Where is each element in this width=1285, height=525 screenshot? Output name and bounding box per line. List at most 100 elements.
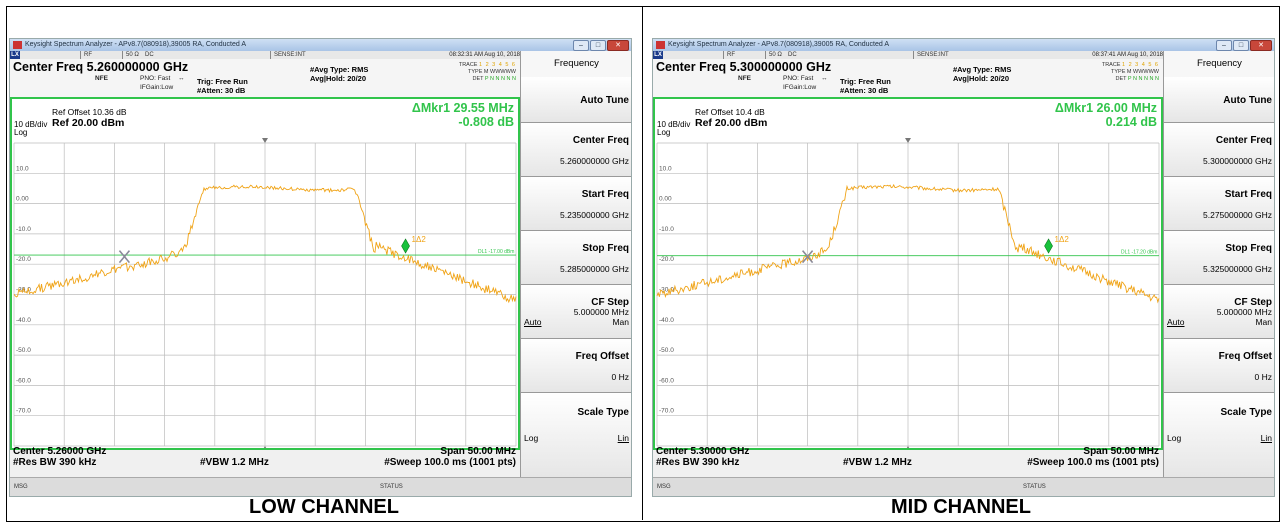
type-label: TYPE <box>1111 69 1126 75</box>
coupling-label: DC <box>145 52 154 58</box>
maximize-icon[interactable]: □ <box>590 40 606 51</box>
cf-step-man-option[interactable]: Man <box>612 317 629 327</box>
ifgain-label: IFGain:Low <box>140 84 174 91</box>
caption-low-channel: LOW CHANNEL <box>249 496 399 518</box>
impedance-label: 50 Ω <box>765 51 782 59</box>
reference-marker-icon <box>118 250 131 264</box>
marker-delta-amp: -0.808 dB <box>458 115 514 129</box>
cf-step-auto-option[interactable]: Auto <box>1167 317 1185 327</box>
cf-step-softkey[interactable]: CF Step 5.000000 MHz Auto Man <box>1164 285 1274 339</box>
delta-marker-label: 1Δ2 <box>1055 235 1070 244</box>
stop-freq-softkey[interactable]: Stop Freq 5.285000000 GHz <box>521 231 631 285</box>
res-bw: #Res BW 390 kHz <box>656 457 740 468</box>
timestamp: 08:32:31 AM Aug 10, 2018 <box>449 52 520 58</box>
freq-offset-value: 0 Hz <box>1254 372 1272 382</box>
spectrum-plot[interactable]: 10.0 0.00 -10.0 -20.0 -30.0 -40.0 -50.0 -60.0 -7… <box>655 99 1161 448</box>
cf-step-auto-option[interactable]: Auto <box>524 317 542 327</box>
freq-offset-label: Freq Offset <box>1218 351 1272 362</box>
sense-label: SENSE:INT <box>913 51 949 59</box>
stop-freq-value: 5.325000000 GHz <box>1203 264 1272 274</box>
auto-tune-softkey[interactable]: Auto Tune <box>521 77 631 123</box>
window-titlebar: Keysight Spectrum Analyzer - APv8.7(0809… <box>10 39 631 51</box>
scale-type-label: Log <box>657 128 671 137</box>
center-bottom-marker-icon <box>263 446 267 448</box>
y-tick-label: -40.0 <box>659 317 674 324</box>
avg-type-label: #Avg Type: RMS <box>310 65 369 74</box>
softkey-menu: Frequency Auto Tune Center Freq 5.260000… <box>520 51 631 477</box>
auto-tune-label: Auto Tune <box>580 95 629 106</box>
start-freq-softkey[interactable]: Start Freq 5.275000000 GHz <box>1164 177 1274 231</box>
avg-type-label: #Avg Type: RMS <box>953 65 1012 74</box>
stop-freq-label: Stop Freq <box>1225 243 1272 254</box>
maximize-icon[interactable]: □ <box>1233 40 1249 51</box>
pno-label: PNO: Fast <box>140 75 171 82</box>
y-tick-label: -10.0 <box>659 226 674 233</box>
center-freq-softkey[interactable]: Center Freq 5.260000000 GHz <box>521 123 631 177</box>
trigger-label: Trig: Free Run <box>840 77 891 86</box>
scale-type-softkey[interactable]: Scale Type Log Lin <box>521 393 631 477</box>
scale-type-lin-option[interactable]: Lin <box>617 433 629 443</box>
center-freq-title: Center Freq 5.260000000 GHz <box>13 60 189 74</box>
det-value: P N N N N N <box>484 76 516 82</box>
cf-step-softkey[interactable]: CF Step 5.000000 MHz Auto Man <box>521 285 631 339</box>
trace-block: TRACE 1 2 3 4 5 6 TYPE M WWWWW DET P N N… <box>446 62 516 83</box>
det-value: P N N N N N <box>1127 76 1159 82</box>
spectrum-trace <box>656 183 1160 304</box>
center-freq-label: Center Freq <box>1215 135 1272 146</box>
det-label: DET <box>472 76 484 82</box>
center-freq-softkey[interactable]: Center Freq 5.300000000 GHz <box>1164 123 1274 177</box>
window-controls: – □ ✕ <box>573 40 629 51</box>
message-bar: MSG STATUS <box>10 477 631 496</box>
msg-label: MSG <box>657 484 671 490</box>
y-tick-label: -10.0 <box>16 226 31 233</box>
ref-level: Ref 20.00 dBm <box>52 117 125 129</box>
center-bottom-marker-icon <box>906 446 910 448</box>
center-freq-label: Center Freq <box>572 135 629 146</box>
y-tick-label: -20.0 <box>16 256 31 263</box>
start-freq-label: Start Freq <box>581 189 629 200</box>
scale-type-label: Log <box>14 128 28 137</box>
scale-type-label: Scale Type <box>1220 407 1272 418</box>
figure-frame <box>6 6 1280 522</box>
y-tick-label: 10.0 <box>659 165 672 172</box>
rf-input-label: RF <box>723 51 735 59</box>
status-label: STATUS <box>380 484 403 490</box>
avg-hold-label: Avg|Hold: 20/20 <box>953 74 1010 83</box>
close-icon[interactable]: ✕ <box>1250 40 1272 51</box>
plot-area[interactable]: 10.0 0.00 -10.0 -20.0 -30.0 -40.0 -50.0 -60.0 -7… <box>10 97 520 450</box>
cf-step-label: CF Step <box>1234 297 1272 308</box>
start-freq-softkey[interactable]: Start Freq 5.235000000 GHz <box>521 177 631 231</box>
freq-offset-softkey[interactable]: Freq Offset 0 Hz <box>1164 339 1274 393</box>
lxi-indicator: LX <box>653 51 663 59</box>
y-tick-label: 0.00 <box>659 196 672 203</box>
trace-block: TRACE 1 2 3 4 5 6 TYPE M WWWWW DET P N N… <box>1089 62 1159 83</box>
y-tick-label: -30.0 <box>659 287 674 294</box>
scale-type-log-option[interactable]: Log <box>1167 433 1182 443</box>
window-titlebar: Keysight Spectrum Analyzer - APv8.7(0809… <box>653 39 1274 51</box>
span: Span 50.00 MHz <box>1083 446 1159 457</box>
scale-type-softkey[interactable]: Scale Type Log Lin <box>1164 393 1274 477</box>
minimize-icon[interactable]: – <box>573 40 589 51</box>
center-freq-value: 5.260000000 GHz <box>560 156 629 166</box>
trace-label: TRACE <box>1101 62 1121 68</box>
nfe-label: NFE <box>738 75 751 82</box>
spectrum-plot[interactable]: 10.0 0.00 -10.0 -20.0 -30.0 -40.0 -50.0 -60.0 -7… <box>12 99 518 448</box>
close-icon[interactable]: ✕ <box>607 40 629 51</box>
type-value: M WWWWW <box>1126 69 1159 75</box>
center-bottom: Center 5.26000 GHz <box>13 446 107 457</box>
auto-tune-softkey[interactable]: Auto Tune <box>1164 77 1274 123</box>
plot-area[interactable]: 10.0 0.00 -10.0 -20.0 -30.0 -40.0 -50.0 -60.0 -7… <box>653 97 1163 450</box>
trigger-label: Trig: Free Run <box>197 77 248 86</box>
scale-type-lin-option[interactable]: Lin <box>1260 433 1272 443</box>
nfe-label: NFE <box>95 75 108 82</box>
cf-step-man-option[interactable]: Man <box>1255 317 1272 327</box>
scale-per-div: 10 dB/div <box>14 120 48 129</box>
y-tick-label: -60.0 <box>659 377 674 384</box>
cf-step-value: 5.000000 MHz <box>573 307 629 317</box>
scale-type-log-option[interactable]: Log <box>524 433 539 443</box>
menu-title: Frequency <box>1164 51 1274 78</box>
avg-hold-label: Avg|Hold: 20/20 <box>310 74 367 83</box>
freq-offset-softkey[interactable]: Freq Offset 0 Hz <box>521 339 631 393</box>
stop-freq-softkey[interactable]: Stop Freq 5.325000000 GHz <box>1164 231 1274 285</box>
minimize-icon[interactable]: – <box>1216 40 1232 51</box>
